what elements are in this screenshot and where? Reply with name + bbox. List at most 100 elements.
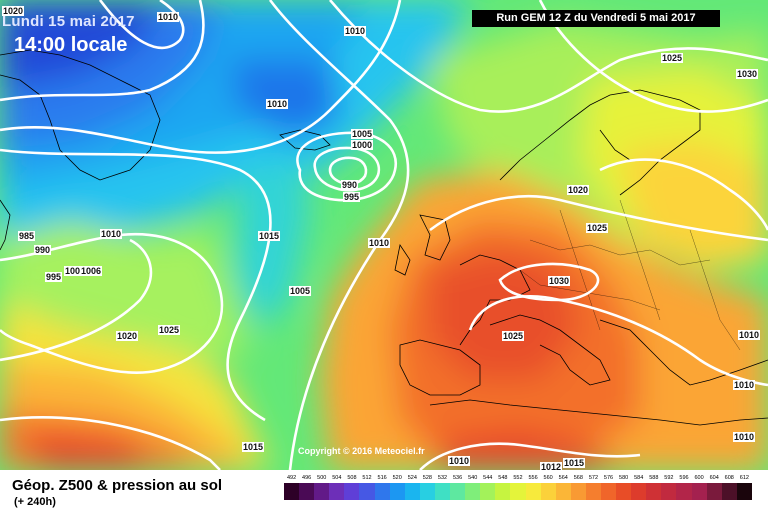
legend-value: 524 <box>407 475 417 481</box>
legend-swatch <box>616 483 632 500</box>
borders <box>519 199 741 351</box>
legend-value: 520 <box>392 475 402 481</box>
legend-swatch <box>646 483 662 500</box>
legend-swatch <box>404 483 420 500</box>
legend-swatch <box>389 483 405 500</box>
legend-swatch <box>555 483 571 500</box>
legend-swatch <box>661 483 677 500</box>
legend-value: 556 <box>528 475 538 481</box>
isobar-label: 1025 <box>586 223 609 233</box>
map-canvas <box>0 0 768 470</box>
legend-value: 564 <box>558 475 568 481</box>
legend-value: 492 <box>286 475 297 481</box>
forecast-range: (+ 240h) <box>14 496 56 508</box>
legend-swatch <box>450 483 466 500</box>
chart-title: Géop. Z500 & pression au sol <box>12 477 223 494</box>
isobar-label: 1005 <box>351 129 374 139</box>
isobar-label: 990 <box>341 180 359 190</box>
model-run-banner: Run GEM 12 Z du Vendredi 5 mai 2017 <box>472 10 720 27</box>
isobar-label: 1012 <box>540 462 563 470</box>
legend-swatch <box>314 483 330 500</box>
legend-values: 492 496 500 504 508 512 516 520 524 528 532 536 540 5… <box>284 475 752 481</box>
isobar-label: 1025 <box>158 325 181 335</box>
isobar-label: 1025 <box>661 53 684 63</box>
coastlines <box>0 49 768 426</box>
legend-value: 508 <box>347 475 357 481</box>
legend-value: 588 <box>649 475 659 481</box>
legend-swatch <box>631 483 647 500</box>
legend-value: 528 <box>422 475 432 481</box>
legend-swatch <box>299 483 315 500</box>
isobar-label: 1010 <box>448 456 471 466</box>
isobar-label: 1010 <box>344 26 367 36</box>
legend-color-bar <box>284 483 752 500</box>
legend-swatch <box>434 483 451 500</box>
legend-value: 540 <box>468 475 478 481</box>
isobar-label: 1030 <box>736 69 759 79</box>
legend-swatch <box>691 483 707 500</box>
legend-swatch <box>706 483 722 500</box>
legend-value: 532 <box>437 475 448 481</box>
legend-swatch <box>540 483 556 500</box>
isobar-label: 995 <box>45 272 63 282</box>
legend-value: 592 <box>664 475 674 481</box>
legend-value: 552 <box>513 475 523 481</box>
legend-swatch <box>676 483 692 500</box>
legend-value: 504 <box>332 475 342 481</box>
legend-value: 560 <box>543 475 553 481</box>
forecast-date: Lundi 15 mai 2017 <box>2 13 135 30</box>
isobar-label: 1010 <box>733 432 756 442</box>
legend-value: 548 <box>498 475 508 481</box>
isobar-label: 995 <box>343 192 361 202</box>
isobar-label: 1001 <box>64 266 87 276</box>
map-footer: Géop. Z500 & pression au sol (+ 240h) 49… <box>0 470 768 512</box>
isobar-label: 985 <box>18 231 36 241</box>
legend-value: 536 <box>452 475 463 481</box>
isobar-label: 1010 <box>738 330 761 340</box>
isobar-label: 1010 <box>157 12 180 22</box>
legend-value: 604 <box>709 475 719 481</box>
legend-swatch <box>721 483 737 500</box>
legend-swatch <box>525 483 541 500</box>
legend-value: 596 <box>679 475 689 481</box>
copyright-notice: Copyright © 2016 Meteociel.fr <box>298 446 425 456</box>
legend-value: 600 <box>694 475 704 481</box>
legend-value: 608 <box>724 475 734 481</box>
isobar-label: 1020 <box>116 331 139 341</box>
isobar-label: 1015 <box>258 231 281 241</box>
legend-swatch <box>329 483 345 500</box>
isobar-label: 1010 <box>266 99 289 109</box>
legend-swatch <box>344 483 360 500</box>
legend-swatch <box>465 483 481 500</box>
legend-swatch <box>510 483 526 500</box>
isobar-label: 1010 <box>368 238 391 248</box>
legend-value: 576 <box>603 475 614 481</box>
legend-swatch <box>585 483 601 500</box>
isobar-label: 990 <box>34 245 52 255</box>
isobar-label: 1015 <box>242 442 265 452</box>
isobar-label: 1020 <box>2 6 25 16</box>
weather-map: Lundi 15 mai 2017 14:00 locale Run GEM 1… <box>0 0 768 470</box>
legend-swatch <box>359 483 375 500</box>
legend-value: 544 <box>483 475 493 481</box>
forecast-time: 14:00 locale <box>14 34 128 56</box>
isobar-label: 1006 <box>80 266 103 276</box>
legend-value: 500 <box>317 475 327 481</box>
isobar-label: 1015 <box>563 458 586 468</box>
legend-swatch <box>374 483 390 500</box>
isobar-label: 1030 <box>548 276 571 286</box>
legend-swatch <box>284 483 300 500</box>
legend-swatch <box>495 483 511 500</box>
isobar-label: 1025 <box>502 331 525 341</box>
legend-value: 612 <box>739 475 749 481</box>
legend-value: 512 <box>362 475 372 481</box>
legend-swatch <box>419 483 435 500</box>
isobars <box>0 0 768 470</box>
legend-swatch <box>570 483 586 500</box>
legend-value: 516 <box>377 475 387 481</box>
legend-swatch <box>600 483 617 500</box>
isobar-label: 1020 <box>567 185 590 195</box>
legend-value: 568 <box>573 475 583 481</box>
color-legend: 492 496 500 504 508 512 516 520 524 528 532 536 540 5… <box>284 475 752 500</box>
legend-swatch <box>736 483 752 500</box>
